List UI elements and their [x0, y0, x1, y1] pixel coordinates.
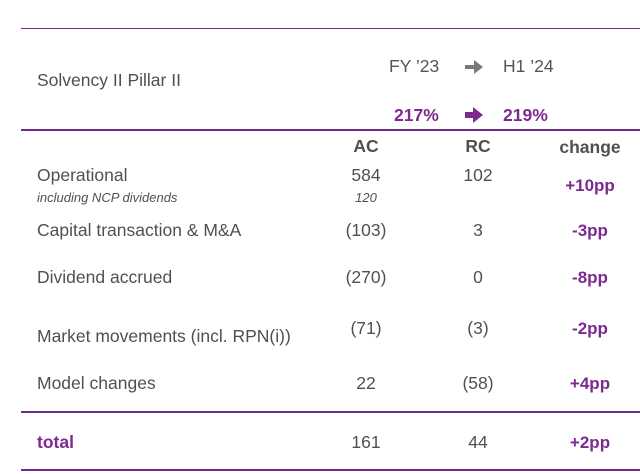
bottom-rule	[21, 469, 640, 471]
arrow-right-icon	[465, 60, 483, 74]
row-change-model-changes: +4pp	[569, 374, 611, 393]
row-ac-model-changes: 22	[356, 373, 376, 393]
top-rule	[21, 28, 640, 29]
column-header-ac: AC	[353, 136, 379, 156]
row-label-capital-transaction: Capital transaction & M&A	[37, 220, 242, 240]
column-header-rc: RC	[465, 136, 491, 156]
row-rc-operational: 102	[463, 165, 493, 185]
row-label-dividend-accrued: Dividend accrued	[37, 267, 173, 287]
period-to: H1 ’24	[503, 56, 554, 76]
row-change-operational: +10pp	[565, 176, 615, 195]
total-label: total	[37, 432, 74, 452]
row-label-operational: Operational	[37, 165, 128, 185]
row-ac-dividend-accrued: (270)	[345, 267, 387, 287]
row-ac-sub-operational: 120	[355, 190, 377, 205]
row-ac-capital-transaction: (103)	[345, 220, 387, 240]
row-rc-dividend-accrued: 0	[473, 267, 483, 287]
row-ac-operational: 584	[351, 165, 381, 185]
row-change-capital-transaction: -3pp	[572, 221, 608, 240]
row-rc-market-movements: (3)	[467, 318, 489, 338]
total-rule	[21, 411, 640, 413]
row-rc-model-changes: (58)	[462, 373, 494, 393]
total-ac: 161	[351, 432, 381, 452]
column-header-change: change	[559, 137, 621, 157]
period-from: FY ’23	[389, 56, 440, 76]
header-rule	[21, 129, 640, 131]
total-change: +2pp	[569, 433, 611, 452]
row-label-model-changes: Model changes	[37, 373, 156, 393]
row-change-dividend-accrued: -8pp	[572, 268, 608, 287]
total-rc: 44	[468, 432, 488, 452]
row-rc-capital-transaction: 3	[473, 220, 483, 240]
row-sublabel-operational: including NCP dividends	[37, 190, 178, 205]
ratio-to: 219%	[503, 105, 548, 125]
arrow-right-bold-icon	[465, 107, 483, 123]
row-label-market-movements: Market movements (incl. RPN(i))	[37, 326, 291, 346]
ratio-from: 217%	[394, 105, 439, 125]
row-ac-market-movements: (71)	[350, 318, 382, 338]
row-change-market-movements: -2pp	[572, 319, 608, 338]
page-title: Solvency II Pillar II	[37, 70, 181, 90]
